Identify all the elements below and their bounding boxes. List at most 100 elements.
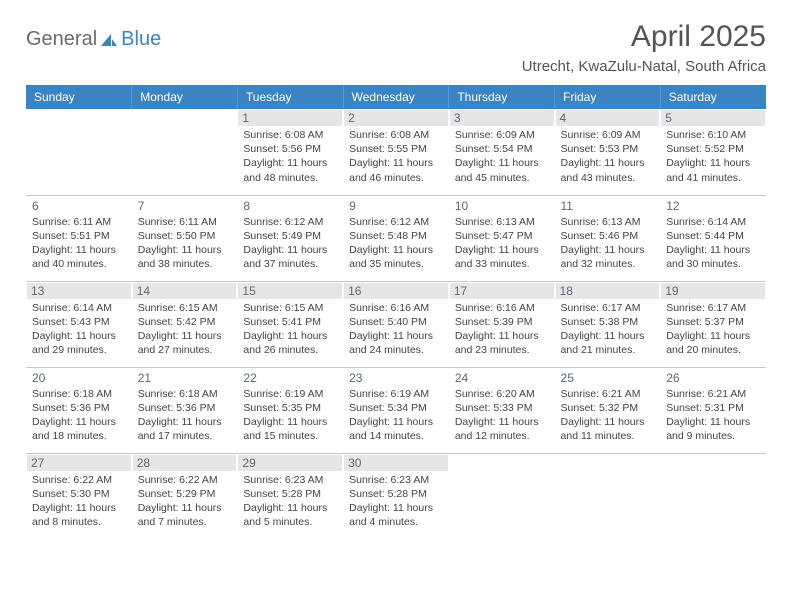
calendar-day-cell: 29Sunrise: 6:23 AMSunset: 5:28 PMDayligh… xyxy=(237,453,343,539)
day-number: 17 xyxy=(450,283,554,299)
calendar-week-row: 13 Sunrise: 6:14 AMSunset: 5:43 PMDayligh… xyxy=(26,281,766,367)
calendar-header-cell: Tuesday xyxy=(237,85,343,109)
day-number: 15 xyxy=(238,283,342,299)
calendar-day-cell: 1Sunrise: 6:08 AMSunset: 5:56 PMDaylight… xyxy=(237,109,343,195)
day-number: 5 xyxy=(661,110,765,126)
day-number: 16 xyxy=(344,283,448,299)
day-number: 3 xyxy=(450,110,554,126)
calendar-day-cell: 10Sunrise: 6:13 AMSunset: 5:47 PMDayligh… xyxy=(449,195,555,281)
calendar-day-cell: 21Sunrise: 6:18 AMSunset: 5:36 PMDayligh… xyxy=(132,367,238,453)
calendar-day-cell: 19Sunrise: 6:17 AMSunset: 5:37 PMDayligh… xyxy=(660,281,766,367)
calendar-header-cell: Monday xyxy=(132,85,238,109)
calendar-week-row: 27Sunrise: 6:22 AMSunset: 5:30 PMDayligh… xyxy=(26,453,766,539)
day-info: Sunrise: 6:17 AMSunset: 5:38 PMDaylight:… xyxy=(561,301,655,358)
calendar-day-cell: 24 Sunrise: 6:20 AMSunset: 5:33 PMDayligh… xyxy=(449,367,555,453)
logo: General Blue xyxy=(26,20,161,51)
day-info: Sunrise: 6:22 AMSunset: 5:29 PMDaylight:… xyxy=(138,473,232,530)
day-info: Sunrise: 6:11 AMSunset: 5:50 PMDaylight:… xyxy=(138,215,232,272)
calendar-empty-cell xyxy=(132,109,238,195)
calendar-header-cell: Wednesday xyxy=(343,85,449,109)
day-number: 19 xyxy=(661,283,765,299)
calendar-day-cell: 12 Sunrise: 6:14 AMSunset: 5:44 PMDayligh… xyxy=(660,195,766,281)
day-number: 9 xyxy=(349,199,443,213)
logo-text-blue: Blue xyxy=(121,28,161,51)
day-info: Sunrise: 6:21 AMSunset: 5:32 PMDaylight:… xyxy=(561,387,655,444)
calendar-day-cell: 5 Sunrise: 6:10 AMSunset: 5:52 PMDaylight… xyxy=(660,109,766,195)
day-info: Sunrise: 6:12 AMSunset: 5:49 PMDaylight:… xyxy=(243,215,337,272)
day-number: 13 xyxy=(27,283,131,299)
calendar-day-cell: 18 Sunrise: 6:17 AMSunset: 5:38 PMDayligh… xyxy=(555,281,661,367)
day-number: 10 xyxy=(455,199,549,213)
day-number: 4 xyxy=(556,110,660,126)
calendar-day-cell: 15Sunrise: 6:15 AMSunset: 5:41 PMDayligh… xyxy=(237,281,343,367)
day-number: 24 xyxy=(455,371,549,385)
calendar-day-cell: 26Sunrise: 6:21 AMSunset: 5:31 PMDayligh… xyxy=(660,367,766,453)
calendar-day-cell: 6 Sunrise: 6:11 AMSunset: 5:51 PMDaylight… xyxy=(26,195,132,281)
page-title-month: April 2025 xyxy=(522,20,766,54)
day-number: 2 xyxy=(344,110,448,126)
calendar-empty-cell xyxy=(449,453,555,539)
day-info: Sunrise: 6:12 AMSunset: 5:48 PMDaylight:… xyxy=(349,215,443,272)
day-number: 25 xyxy=(561,371,655,385)
calendar-week-row: 20Sunrise: 6:18 AMSunset: 5:36 PMDayligh… xyxy=(26,367,766,453)
day-number: 22 xyxy=(243,371,337,385)
logo-text-gray: General xyxy=(26,28,97,51)
day-number: 23 xyxy=(349,371,443,385)
calendar-day-cell: 3 Sunrise: 6:09 AMSunset: 5:54 PMDaylight… xyxy=(449,109,555,195)
calendar-empty-cell xyxy=(26,109,132,195)
day-info: Sunrise: 6:09 AMSunset: 5:54 PMDaylight:… xyxy=(455,128,549,185)
calendar-day-cell: 16 Sunrise: 6:16 AMSunset: 5:40 PMDayligh… xyxy=(343,281,449,367)
calendar-day-cell: 9 Sunrise: 6:12 AMSunset: 5:48 PMDaylight… xyxy=(343,195,449,281)
calendar-header-cell: Thursday xyxy=(449,85,555,109)
calendar-day-cell: 8 Sunrise: 6:12 AMSunset: 5:49 PMDaylight… xyxy=(237,195,343,281)
day-info: Sunrise: 6:15 AMSunset: 5:42 PMDaylight:… xyxy=(138,301,232,358)
header: General Blue April 2025 Utrecht, KwaZulu… xyxy=(26,20,766,75)
day-info: Sunrise: 6:16 AMSunset: 5:39 PMDaylight:… xyxy=(455,301,549,358)
day-info: Sunrise: 6:14 AMSunset: 5:43 PMDaylight:… xyxy=(32,301,126,358)
page-title-location: Utrecht, KwaZulu-Natal, South Africa xyxy=(522,58,766,75)
day-number: 29 xyxy=(238,455,342,471)
day-info: Sunrise: 6:14 AMSunset: 5:44 PMDaylight:… xyxy=(666,215,760,272)
calendar-day-cell: 22 Sunrise: 6:19 AMSunset: 5:35 PMDayligh… xyxy=(237,367,343,453)
sail-icon xyxy=(100,33,118,47)
day-number: 6 xyxy=(32,199,126,213)
calendar-day-cell: 17 Sunrise: 6:16 AMSunset: 5:39 PMDayligh… xyxy=(449,281,555,367)
day-info: Sunrise: 6:20 AMSunset: 5:33 PMDaylight:… xyxy=(455,387,549,444)
day-number: 8 xyxy=(243,199,337,213)
day-number: 11 xyxy=(561,199,655,213)
day-number: 18 xyxy=(556,283,660,299)
day-info: Sunrise: 6:18 AMSunset: 5:36 PMDaylight:… xyxy=(32,387,126,444)
day-info: Sunrise: 6:19 AMSunset: 5:34 PMDaylight:… xyxy=(349,387,443,444)
calendar-body: 1Sunrise: 6:08 AMSunset: 5:56 PMDaylight… xyxy=(26,109,766,539)
calendar-week-row: 1Sunrise: 6:08 AMSunset: 5:56 PMDaylight… xyxy=(26,109,766,195)
day-info: Sunrise: 6:19 AMSunset: 5:35 PMDaylight:… xyxy=(243,387,337,444)
calendar-empty-cell xyxy=(555,453,661,539)
calendar-header-row: SundayMondayTuesdayWednesdayThursdayFrid… xyxy=(26,85,766,109)
day-number: 26 xyxy=(666,371,760,385)
calendar-day-cell: 25 Sunrise: 6:21 AMSunset: 5:32 PMDayligh… xyxy=(555,367,661,453)
day-number: 7 xyxy=(138,199,232,213)
day-number: 1 xyxy=(238,110,342,126)
calendar-day-cell: 23 Sunrise: 6:19 AMSunset: 5:34 PMDayligh… xyxy=(343,367,449,453)
day-info: Sunrise: 6:18 AMSunset: 5:36 PMDaylight:… xyxy=(138,387,232,444)
calendar-header-cell: Saturday xyxy=(660,85,766,109)
calendar-day-cell: 13 Sunrise: 6:14 AMSunset: 5:43 PMDayligh… xyxy=(26,281,132,367)
day-number: 27 xyxy=(27,455,131,471)
calendar-empty-cell xyxy=(660,453,766,539)
calendar-day-cell: 30Sunrise: 6:23 AMSunset: 5:28 PMDayligh… xyxy=(343,453,449,539)
day-info: Sunrise: 6:09 AMSunset: 5:53 PMDaylight:… xyxy=(561,128,655,185)
day-number: 28 xyxy=(133,455,237,471)
calendar-week-row: 6 Sunrise: 6:11 AMSunset: 5:51 PMDaylight… xyxy=(26,195,766,281)
day-number: 14 xyxy=(133,283,237,299)
day-number: 30 xyxy=(344,455,448,471)
calendar-header-cell: Friday xyxy=(555,85,661,109)
calendar-day-cell: 27Sunrise: 6:22 AMSunset: 5:30 PMDayligh… xyxy=(26,453,132,539)
calendar-day-cell: 7 Sunrise: 6:11 AMSunset: 5:50 PMDaylight… xyxy=(132,195,238,281)
calendar-day-cell: 2Sunrise: 6:08 AMSunset: 5:55 PMDaylight… xyxy=(343,109,449,195)
day-number: 12 xyxy=(666,199,760,213)
day-info: Sunrise: 6:11 AMSunset: 5:51 PMDaylight:… xyxy=(32,215,126,272)
day-info: Sunrise: 6:16 AMSunset: 5:40 PMDaylight:… xyxy=(349,301,443,358)
calendar-day-cell: 4 Sunrise: 6:09 AMSunset: 5:53 PMDaylight… xyxy=(555,109,661,195)
title-block: April 2025 Utrecht, KwaZulu-Natal, South… xyxy=(522,20,766,75)
day-info: Sunrise: 6:10 AMSunset: 5:52 PMDaylight:… xyxy=(666,128,760,185)
